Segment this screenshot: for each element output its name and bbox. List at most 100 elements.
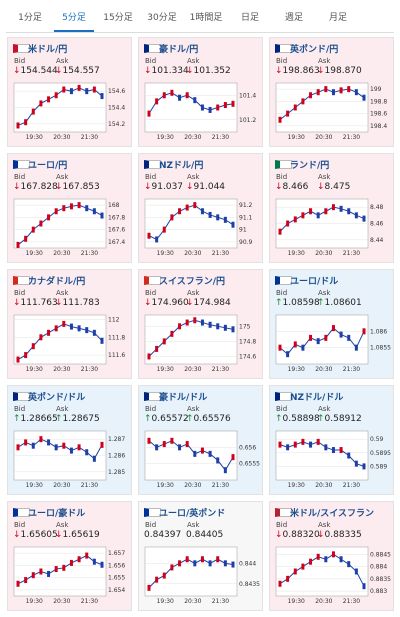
pair-name: 英ポンド/円 xyxy=(290,45,339,55)
ask-label: Ask xyxy=(56,521,69,529)
candle xyxy=(324,208,328,215)
bid-label: Bid xyxy=(145,405,157,413)
candle xyxy=(200,104,204,111)
y-tick-label: 1.086 xyxy=(370,328,387,335)
tab[interactable]: 1分足 xyxy=(18,13,42,23)
currency-panel[interactable]: 米ドル/スイスフラン Bid Ask ↓0.88320 ↓0.88335 0.8845 0.… xyxy=(269,501,394,611)
candle xyxy=(54,566,58,573)
y-tick-label: 1.657 xyxy=(108,550,125,557)
flag xyxy=(275,508,292,517)
arrow-icon: ↓ xyxy=(13,530,21,540)
candle xyxy=(354,212,358,219)
x-tick-label: 19:30 xyxy=(288,134,305,141)
candle xyxy=(231,454,235,461)
currency-panel[interactable]: 豪ドル/円 Bid Ask ↓101.334 ↓101.352 101.4 101.2 19:… xyxy=(138,37,263,147)
chart-bg xyxy=(144,546,238,597)
candle xyxy=(278,580,282,587)
tab[interactable]: 1時間足 xyxy=(189,13,223,23)
flag xyxy=(275,44,292,53)
bid-value: 167.828 xyxy=(20,182,58,192)
ask-value: 0.65576 xyxy=(193,414,231,424)
pair-name: NZドル/円 xyxy=(159,161,204,171)
candle xyxy=(170,564,174,571)
candle xyxy=(62,564,66,571)
currency-panel[interactable]: ユーロ/ドル Bid Ask ↑1.08598 ↑1.08601 1.086 1.0855 1… xyxy=(269,269,394,379)
mini-chart: 1.086 1.0855 19:30 20:30 21:30 xyxy=(275,314,391,373)
candle xyxy=(200,556,204,563)
price-ask: ↑0.58912 xyxy=(317,414,362,424)
candle xyxy=(193,450,197,457)
pair-name: 豪ドル/ドル xyxy=(159,393,208,403)
candle xyxy=(24,439,28,446)
price-ask: ↓91.044 xyxy=(186,182,225,192)
candle xyxy=(92,86,96,93)
currency-panel[interactable]: カナダドル/円 Bid Ask ↓111.763 ↓111.783 112 111.8 111… xyxy=(7,269,132,379)
currency-panel[interactable]: ユーロ/円 Bid Ask ↓167.828 ↓167.853 168 167.8 167.6… xyxy=(7,153,132,263)
price-bid: ↓91.037 xyxy=(144,182,183,192)
arrow-icon: ↓ xyxy=(275,182,283,192)
candle xyxy=(193,202,197,209)
chart-bg xyxy=(13,314,107,365)
currency-panel[interactable]: 米ドル/円 Bid Ask ↓154.544 ↓154.557 154.6 154.4 154… xyxy=(7,37,132,147)
candle xyxy=(309,558,313,565)
candle xyxy=(92,455,96,462)
currency-panel[interactable]: 英ポンド/ドル Bid Ask ↑1.28665 ↑1.28675 1.287 1.286 1… xyxy=(7,385,132,495)
tab[interactable]: 週足 xyxy=(284,13,303,23)
currency-panel[interactable]: ユーロ/豪ドル Bid Ask ↓1.65605 ↓1.65619 1.657 1.656 1… xyxy=(7,501,132,611)
flag xyxy=(275,392,292,401)
candle xyxy=(208,450,212,457)
y-tick-label: 0.8835 xyxy=(370,576,391,583)
candle xyxy=(85,88,89,95)
x-tick-label: 20:30 xyxy=(184,250,201,257)
arrow-icon: ↑ xyxy=(13,414,21,424)
currency-panel[interactable]: 英ポンド/円 Bid Ask ↓198.863 ↓198.870 199 198.8 198.… xyxy=(269,37,394,147)
currency-panel[interactable]: NZドル/円 Bid Ask ↓91.037 ↓91.044 91.2 91.1 91 90.9… xyxy=(138,153,263,263)
x-tick-label: 21:30 xyxy=(212,250,229,257)
flag xyxy=(144,160,161,169)
candle xyxy=(200,447,204,454)
candle xyxy=(16,356,20,363)
candle xyxy=(155,444,159,451)
y-tick-label: 1.285 xyxy=(108,469,125,476)
candle xyxy=(309,441,313,448)
bid-label: Bid xyxy=(276,521,288,529)
currency-panel[interactable]: 豪ドル/ドル Bid Ask ↑0.65572 ↑0.65576 0.656 0.6555 1… xyxy=(138,385,263,495)
candle xyxy=(54,92,58,99)
candle xyxy=(200,208,204,215)
currency-panel[interactable]: NZドル/ドル Bid Ask ↑0.58898 ↑0.58912 0.59 0.5895 0… xyxy=(269,385,394,495)
candle xyxy=(16,241,20,248)
tab[interactable]: 15分足 xyxy=(103,13,133,23)
candle xyxy=(339,331,343,338)
candle xyxy=(31,442,35,449)
currency-panel[interactable]: ユーロ/英ポンド Bid Ask 0.84397 0.84405 0.844 0.8435 1… xyxy=(138,501,263,611)
candle xyxy=(223,102,227,109)
tab[interactable]: 5分足 xyxy=(54,6,94,32)
flag xyxy=(13,276,30,285)
mini-chart: 1.287 1.286 1.285 19:30 20:30 21:30 xyxy=(13,430,125,489)
tab[interactable]: 日足 xyxy=(240,13,259,23)
currency-panel[interactable]: ランド/円 Bid Ask ↓8.466 ↓8.475 8.48 8.46 8.44 19:30… xyxy=(269,153,394,263)
x-tick-label: 19:30 xyxy=(26,598,43,605)
candle xyxy=(178,208,182,215)
currency-panel[interactable]: スイスフラン/円 Bid Ask ↓174.960 ↓174.984 175 174.8 17… xyxy=(138,269,263,379)
candle xyxy=(155,576,159,583)
candle xyxy=(147,232,151,239)
x-tick-label: 20:30 xyxy=(53,134,70,141)
candle xyxy=(200,319,204,326)
arrow-icon: ↓ xyxy=(144,182,152,192)
candle xyxy=(92,329,96,336)
candle xyxy=(170,89,174,96)
candle xyxy=(354,568,358,575)
tab[interactable]: 月足 xyxy=(328,13,347,23)
tab[interactable]: 30分足 xyxy=(147,13,177,23)
y-tick-label: 8.46 xyxy=(370,221,384,228)
candle xyxy=(331,551,335,558)
candle xyxy=(216,104,220,111)
candle xyxy=(170,330,174,337)
candle xyxy=(16,580,20,587)
x-tick-label: 21:30 xyxy=(212,598,229,605)
candle xyxy=(347,334,351,341)
mini-chart: 1.657 1.656 1.655 1.654 19:30 20:30 21:30 xyxy=(13,546,125,605)
candle xyxy=(24,119,28,126)
